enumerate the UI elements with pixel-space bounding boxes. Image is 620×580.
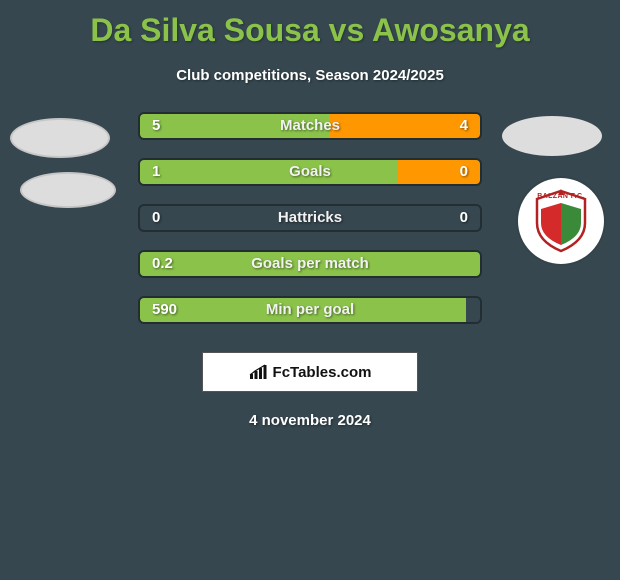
- stat-label: Goals per match: [251, 255, 369, 272]
- stat-label: Hattricks: [278, 209, 342, 226]
- bar-left: [140, 160, 398, 184]
- page-title: Da Silva Sousa vs Awosanya: [0, 0, 620, 49]
- stat-value-left: 590: [152, 301, 177, 318]
- stat-bar: Hattricks 0 0: [138, 204, 482, 232]
- bar-right: [329, 114, 480, 138]
- stat-value-right: 0: [460, 209, 468, 226]
- stat-value-left: 5: [152, 117, 160, 134]
- stat-row: Goals 1 0: [0, 158, 620, 204]
- stat-row: Min per goal 590: [0, 296, 620, 342]
- stat-bar: Matches 5 4: [138, 112, 482, 140]
- footer-date: 4 november 2024: [0, 412, 620, 429]
- stat-bar: Goals 1 0: [138, 158, 482, 186]
- watermark-text: FcTables.com: [273, 364, 372, 381]
- stats-container: Matches 5 4 Goals 1 0 Hattricks 0 0 Goals per mat…: [0, 112, 620, 342]
- stat-row: Goals per match 0.2: [0, 250, 620, 296]
- chart-icon: [249, 364, 267, 380]
- stat-value-right: 0: [460, 163, 468, 180]
- page-subtitle: Club competitions, Season 2024/2025: [0, 67, 620, 84]
- stat-row: Matches 5 4: [0, 112, 620, 158]
- stat-bar: Goals per match 0.2: [138, 250, 482, 278]
- stat-row: Hattricks 0 0: [0, 204, 620, 250]
- stat-value-left: 0.2: [152, 255, 173, 272]
- stat-label: Min per goal: [266, 301, 354, 318]
- stat-bar: Min per goal 590: [138, 296, 482, 324]
- stat-value-right: 4: [460, 117, 468, 134]
- stat-label: Matches: [280, 117, 340, 134]
- stat-label: Goals: [289, 163, 331, 180]
- stat-value-left: 1: [152, 163, 160, 180]
- stat-value-left: 0: [152, 209, 160, 226]
- watermark: FcTables.com: [202, 352, 418, 392]
